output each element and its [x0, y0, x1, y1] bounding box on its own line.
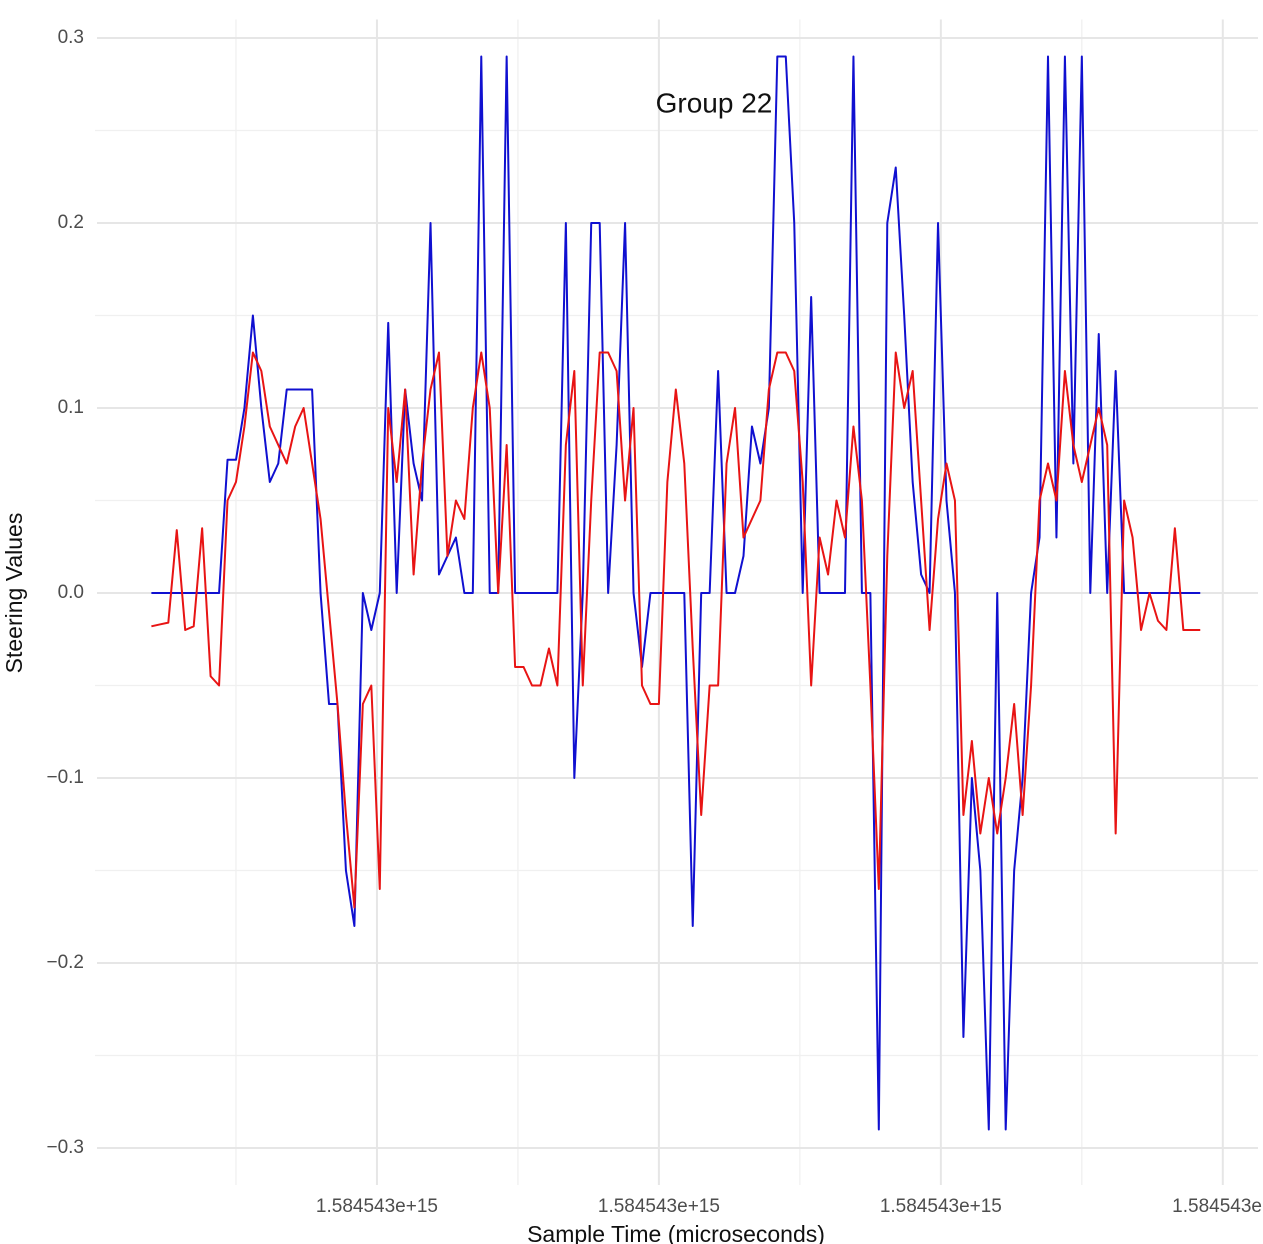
y-tick-label: 0.2: [58, 212, 84, 233]
series-line: [151, 55, 1201, 1131]
plot-lines: [151, 55, 1201, 1131]
y-tick-label: 0.3: [58, 27, 84, 48]
chart-title: Group 22: [656, 87, 773, 118]
y-tick-label: 0.1: [58, 397, 84, 418]
x-axis-label: Sample Time (microseconds): [527, 1221, 825, 1244]
x-tick-label: 1.584543e+15: [880, 1196, 1002, 1217]
y-tick-label: −0.3: [46, 1137, 84, 1158]
y-tick-label: −0.1: [46, 767, 84, 788]
y-tick-label: −0.2: [46, 952, 84, 973]
y-tick-label: 0.0: [58, 582, 84, 603]
x-tick-label: 1.584543e+15: [598, 1196, 720, 1217]
series-line: [151, 351, 1201, 909]
x-tick-label: 1.584543e+15: [316, 1196, 438, 1217]
x-tick-label: 1.584543e: [1172, 1196, 1262, 1217]
y-axis-label: Steering Values: [1, 513, 27, 674]
